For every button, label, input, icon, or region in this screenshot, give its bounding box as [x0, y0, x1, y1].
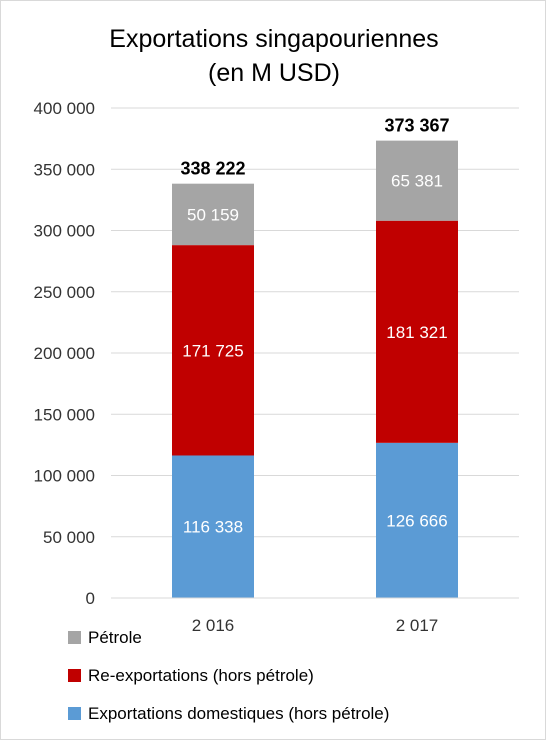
legend-label: Pétrole [88, 628, 142, 647]
chart-subtitle: (en M USD) [208, 59, 340, 87]
chart-title: Exportations singapouriennes [109, 25, 438, 53]
y-tick-label: 100 000 [34, 467, 95, 486]
y-tick-label: 0 [86, 589, 95, 608]
y-tick-label: 350 000 [34, 160, 95, 179]
x-axis: 2 016 2 017 [111, 597, 519, 635]
y-tick-label: 300 000 [34, 222, 95, 241]
bar-segment [172, 455, 254, 598]
data-label: 181 321 [386, 323, 447, 342]
data-label: 126 666 [386, 511, 447, 530]
bar-segment [376, 140, 458, 221]
legend-swatch [68, 631, 81, 644]
legend-swatch [68, 707, 81, 720]
data-labels: 116 338 171 725 50 159 338 222 126 666 181 32… [180, 116, 449, 537]
legend-label: Exportations domestiques (hors pétrole) [88, 704, 389, 723]
y-tick-label: 50 000 [43, 528, 95, 547]
x-tick-label: 2 017 [396, 616, 439, 635]
data-label: 65 381 [391, 172, 443, 191]
bar-segment [376, 442, 458, 598]
legend-label: Re-exportations (hors pétrole) [88, 666, 314, 685]
y-tick-label: 250 000 [34, 283, 95, 302]
y-tick-label: 150 000 [34, 405, 95, 424]
legend: Pétrole Re-exportations (hors pétrole) Exp… [68, 628, 389, 723]
y-tick-label: 400 000 [34, 99, 95, 118]
y-tick-label: 200 000 [34, 344, 95, 363]
bar-segment [376, 220, 458, 443]
y-axis: 0 50 000 100 000 150 000 200 000 250 000 300 0… [34, 99, 95, 608]
bars [172, 140, 458, 598]
total-label: 338 222 [180, 159, 245, 179]
data-label: 116 338 [183, 518, 243, 537]
x-tick-label: 2 016 [192, 616, 235, 635]
data-label: 50 159 [187, 205, 239, 224]
legend-swatch [68, 669, 81, 682]
bar-segment [172, 245, 254, 456]
total-label: 373 367 [384, 116, 449, 136]
data-label: 171 725 [182, 341, 243, 360]
bar-segment [172, 183, 254, 246]
